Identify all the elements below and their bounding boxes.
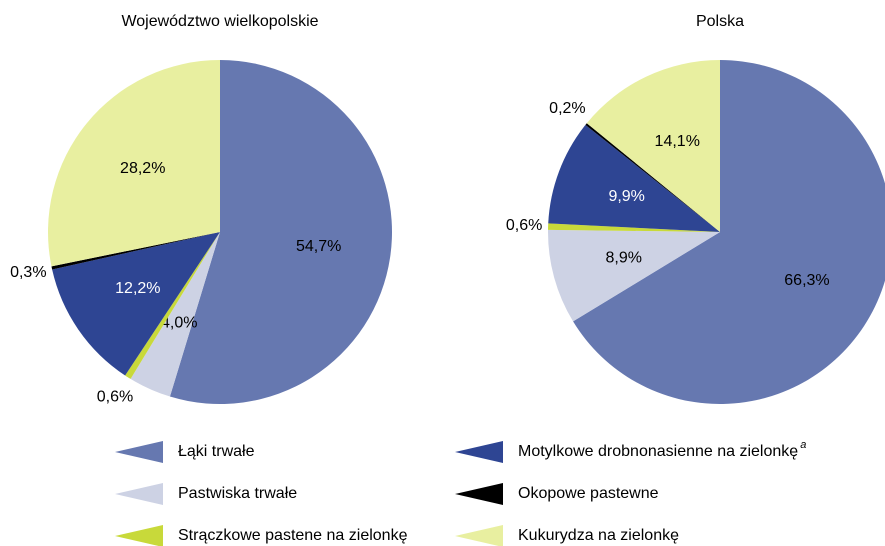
data-label: 0,6%: [506, 217, 542, 234]
data-label: 12,2%: [115, 280, 160, 297]
pie-slice: [585, 123, 720, 232]
pie-slice: [548, 229, 720, 322]
legend-marker: [455, 483, 503, 505]
pie-slice: [52, 232, 220, 376]
legend-label: Strączkowe pastene na zielonkę: [178, 527, 408, 544]
legend-label: Okopowe pastewne: [518, 485, 659, 502]
legend-marker: [115, 525, 163, 546]
chart-title: Polska: [696, 13, 744, 30]
legend-label: Motylkowe drobnonasienne na zielonkę: [518, 443, 798, 460]
data-label: 66,3%: [784, 272, 829, 289]
pie-slice: [573, 60, 885, 404]
pie-slice: [47, 60, 220, 267]
pie-slice: [130, 232, 220, 397]
pie-slice: [548, 223, 720, 232]
data-label: 0,2%: [549, 100, 585, 117]
data-label: 28,2%: [120, 160, 165, 177]
legend-marker: [115, 441, 163, 463]
legend-label: Kukurydza na zielonkę: [518, 527, 679, 544]
legend-marker: [455, 525, 503, 546]
data-label: 9,9%: [608, 188, 644, 205]
footnote-marker: a: [800, 439, 806, 451]
pie-slice: [586, 59, 720, 232]
pie-slice: [125, 232, 220, 379]
legend-marker: [115, 483, 163, 505]
data-label: 4,0%: [161, 314, 197, 331]
pie-slice: [51, 232, 220, 270]
pie-slice: [169, 60, 393, 404]
pie-slice: [548, 124, 720, 232]
data-label: 54,7%: [296, 238, 341, 255]
data-label: 0,3%: [10, 264, 46, 281]
data-label: 8,9%: [606, 250, 642, 267]
chart-title: Województwo wielkopolskie: [121, 13, 318, 30]
legend-label: Łąki trwałe: [178, 443, 255, 460]
data-label: 0,6%: [97, 389, 133, 406]
data-label: 14,1%: [655, 133, 700, 150]
legend-marker: [455, 441, 503, 463]
legend-label: Pastwiska trwałe: [178, 485, 297, 502]
